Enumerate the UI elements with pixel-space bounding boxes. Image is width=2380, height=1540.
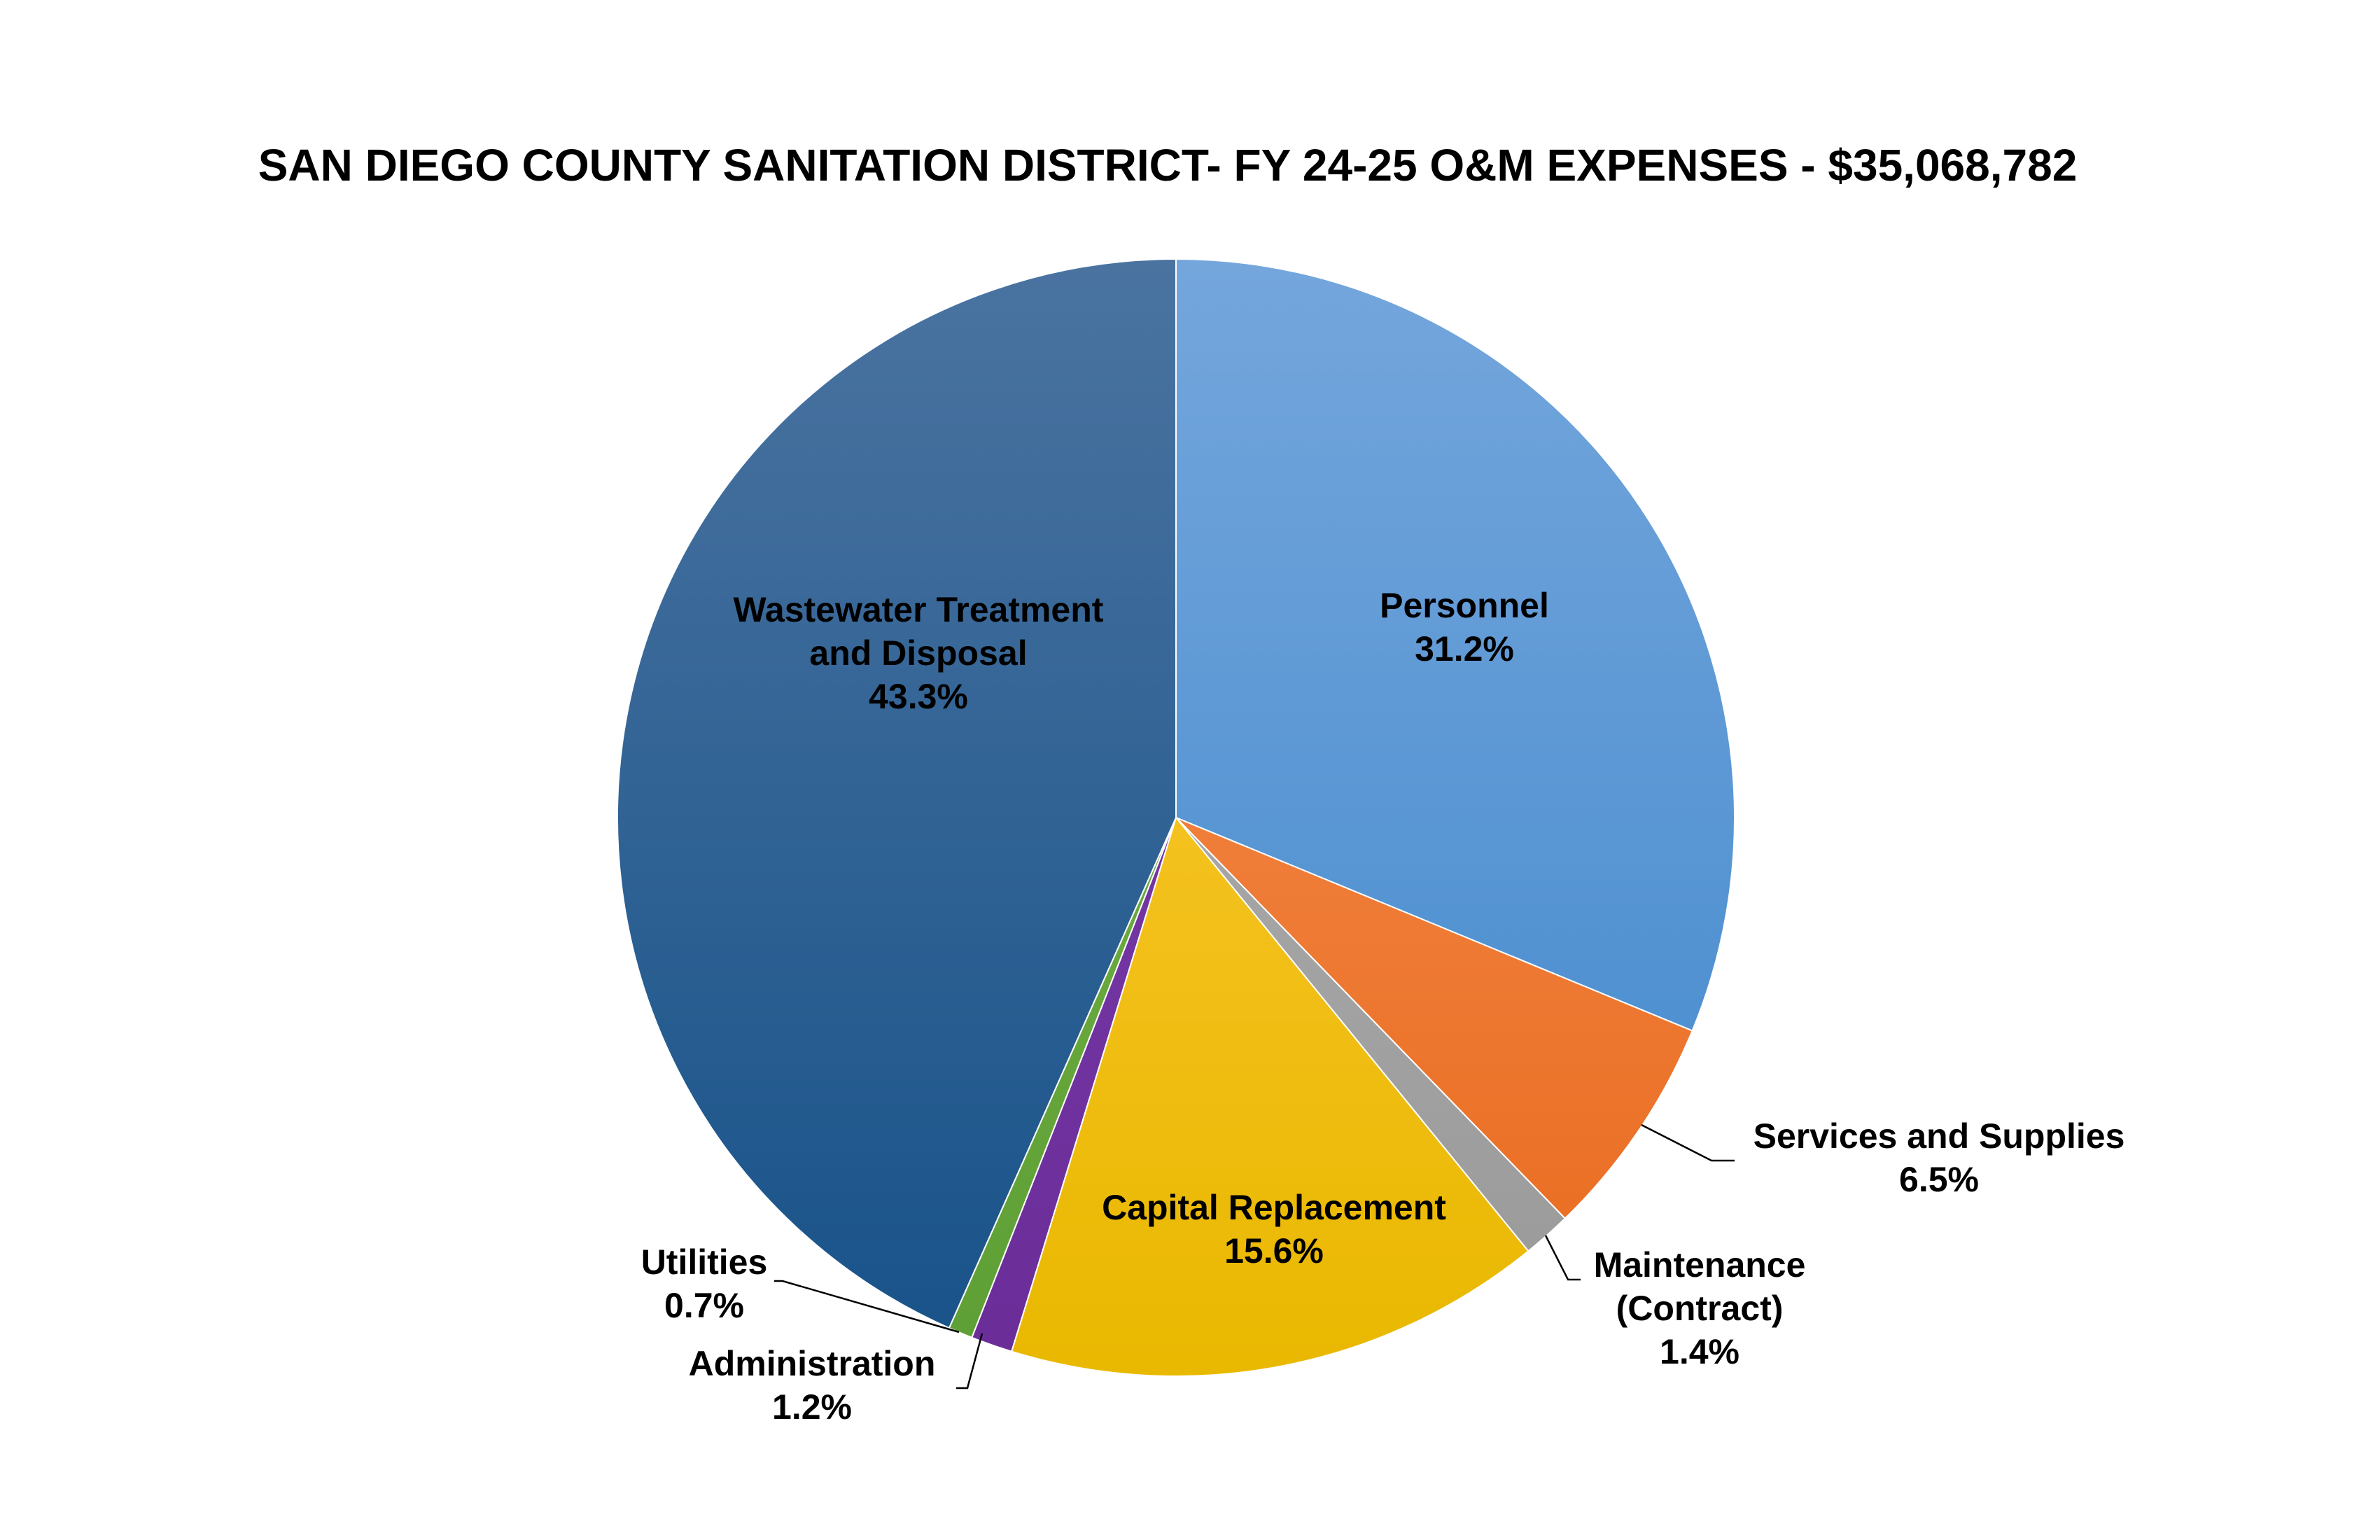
leader-line-utilities <box>774 1280 960 1334</box>
leader-line-maintenance <box>1544 1235 1581 1281</box>
slice-label-services: Services and Supplies 6.5% <box>1641 1116 2125 1199</box>
slice-label-utilities: Utilities 0.7% <box>641 1242 960 1334</box>
slice-label-capital: Capital Replacement 15.6% <box>1102 1188 1446 1270</box>
slice-name-wastewater: Wastewater Treatment <box>734 590 1104 629</box>
pie-slices <box>617 258 1735 1377</box>
slice-value-capital: 15.6% <box>1224 1231 1324 1270</box>
slice-value-services: 6.5% <box>1899 1160 1979 1199</box>
slice-name-personnel: Personnel <box>1380 586 1549 625</box>
slice-name-maintenance: (Contract) <box>1616 1289 1784 1328</box>
pie-slice-services <box>1175 817 1693 1220</box>
pie-labels: Personnel 31.2% Services and Supplies 6.5% M… <box>641 586 2125 1427</box>
leader-line-administration <box>956 1333 983 1390</box>
slice-value-wastewater: 43.3% <box>869 677 968 716</box>
slice-label-wastewater: Wastewater Treatment and Disposal 43.3% <box>734 590 1104 716</box>
slice-value-utilities: 0.7% <box>664 1286 744 1325</box>
chart-title: SAN DIEGO COUNTY SANITATION DISTRICT- FY… <box>258 140 2078 190</box>
slice-name-services: Services and Supplies <box>1754 1116 2125 1156</box>
slice-name-utilities: Utilities <box>641 1242 768 1282</box>
slice-label-administration: Administration 1.2% <box>689 1333 983 1427</box>
slice-label-maintenance: Maintenance (Contract) 1.4% <box>1544 1235 1806 1371</box>
slice-value-maintenance: 1.4% <box>1660 1332 1740 1371</box>
pie-slice-wastewater <box>617 258 1177 1329</box>
slice-value-personnel: 31.2% <box>1415 629 1514 668</box>
slice-label-personnel: Personnel 31.2% <box>1380 586 1549 668</box>
slice-name-capital: Capital Replacement <box>1102 1188 1446 1227</box>
slice-value-administration: 1.2% <box>772 1387 852 1427</box>
leader-line-services <box>1641 1124 1735 1162</box>
slice-name-maintenance: Maintenance <box>1594 1245 1806 1284</box>
pie-slice-capital <box>1010 816 1530 1377</box>
slice-name-administration: Administration <box>689 1344 936 1383</box>
pie-slice-personnel <box>1175 258 1735 1032</box>
slice-name-wastewater: and Disposal <box>809 634 1027 673</box>
